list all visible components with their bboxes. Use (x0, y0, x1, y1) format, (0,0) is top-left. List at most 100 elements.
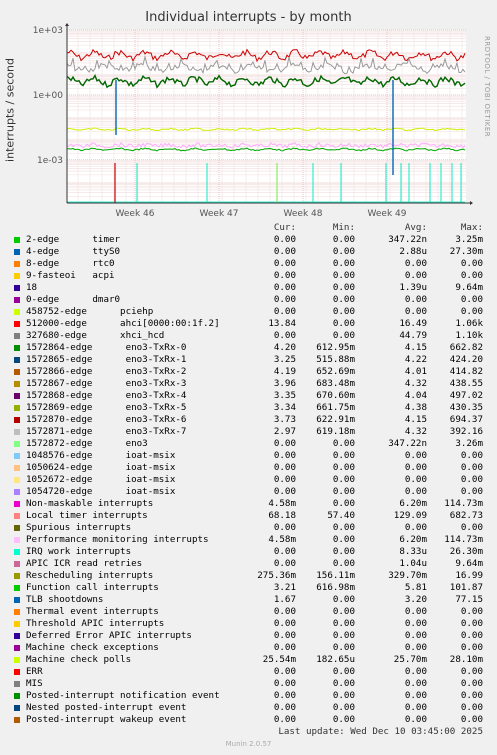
legend-avg-value: 8.33u (399, 546, 427, 557)
legend-min-value: 661.75m (316, 402, 355, 413)
legend-max-value: 0.00 (460, 690, 483, 701)
legend-avg-value: 4.15 (404, 342, 427, 353)
legend-swatch (14, 597, 20, 603)
legend-label: 18 (26, 282, 38, 293)
legend-label: 1572866-edge eno3-TxRx-2 (26, 366, 187, 377)
legend-swatch (14, 237, 20, 243)
legend-min-value: 0.00 (332, 462, 355, 473)
legend-swatch (14, 693, 20, 699)
legend-min-value: 652.69m (316, 366, 355, 377)
legend-cur-value: 0.00 (273, 270, 296, 281)
legend-cur-value: 0.00 (273, 714, 296, 725)
legend-max-value: 77.15 (455, 594, 483, 605)
legend-cur-value: 0.00 (273, 678, 296, 689)
legend-label: 2-edge timer (26, 234, 121, 245)
legend-max-value: 0.00 (460, 258, 483, 269)
legend-cur-value: 68.18 (268, 510, 296, 521)
legend-label: 1572864-edge eno3-TxRx-0 (26, 342, 187, 353)
legend-avg-value: 25.70m (393, 654, 427, 665)
legend-max-value: 682.73 (449, 510, 483, 521)
legend-max-value: 16.99 (455, 570, 483, 581)
legend-cur-value: 25.54m (262, 654, 296, 665)
legend-label: Machine check polls (26, 654, 132, 665)
legend-label: Posted-interrupt wakeup event (26, 714, 187, 725)
legend-max-value: 0.00 (460, 702, 483, 713)
legend-max-value: 3.25m (455, 234, 483, 245)
x-tick-label: Week 47 (200, 209, 239, 219)
legend-max-value: 114.73m (444, 534, 483, 545)
legend-min-value: 0.00 (332, 282, 355, 293)
legend-max-value: 1.10k (455, 330, 483, 341)
legend-cur-value: 0.00 (273, 606, 296, 617)
plot-background (67, 30, 466, 203)
legend-avg-value: 44.79 (399, 330, 427, 341)
legend-label: 1050624-edge ioat-msix (26, 462, 176, 473)
legend-min-value: 612.95m (316, 342, 355, 353)
legend-min-value: 619.18m (316, 426, 355, 437)
legend-min-value: 0.00 (332, 486, 355, 497)
legend-avg-value: 0.00 (404, 258, 427, 269)
legend-label: 512000-edge ahci[0000:00:1f.2] (26, 318, 220, 329)
legend-avg-value: 4.32 (404, 426, 427, 437)
legend-label: 1048576-edge ioat-msix (26, 450, 176, 461)
legend-min-value: 616.98m (316, 582, 355, 593)
legend-swatch (14, 441, 20, 447)
legend-label: Rescheduling interrupts (26, 570, 154, 581)
series-line (67, 48, 466, 63)
y-tick-label: 1e-03 (37, 156, 63, 166)
legend-min-value: 182.65u (316, 654, 355, 665)
legend-cur-value: 0.00 (273, 618, 296, 629)
legend-swatch (14, 621, 20, 627)
legend-swatch (14, 705, 20, 711)
legend-label: Local timer interrupts (26, 510, 148, 521)
legend-avg-value: 0.00 (404, 606, 427, 617)
legend-cur-value: 0.00 (273, 522, 296, 533)
legend-swatch (14, 261, 20, 267)
legend-max-value: 0.00 (460, 666, 483, 677)
legend-cur-value: 0.00 (273, 486, 296, 497)
legend-min-value: 0.00 (332, 438, 355, 449)
legend-cur-value: 0.00 (273, 438, 296, 449)
legend-cur-value: 0.00 (273, 306, 296, 317)
legend-swatch (14, 717, 20, 723)
legend-avg-value: 4.01 (404, 366, 427, 377)
legend-cur-value: 2.97 (273, 426, 296, 437)
legend-max-value: 0.00 (460, 306, 483, 317)
legend-max-value: 424.20 (449, 354, 483, 365)
legend-max-value: 0.00 (460, 630, 483, 641)
legend-avg-value: 0.00 (404, 666, 427, 677)
legend-avg-value: 129.09 (393, 510, 427, 521)
legend-swatch (14, 297, 20, 303)
legend-max-value: 3.26m (455, 438, 483, 449)
legend-label: IRQ work interrupts (26, 546, 132, 557)
legend-min-value: 683.48m (316, 378, 355, 389)
legend-swatch (14, 681, 20, 687)
legend-cur-value: 3.34 (273, 402, 296, 413)
legend-cur-value: 0.00 (273, 558, 296, 569)
legend-swatch (14, 405, 20, 411)
legend-min-value: 0.00 (332, 594, 355, 605)
legend-max-value: 694.37 (449, 414, 483, 425)
legend-swatch (14, 489, 20, 495)
legend-cur-value: 3.25 (273, 354, 296, 365)
legend-swatch (14, 645, 20, 651)
legend-cur-value: 4.58m (268, 534, 296, 545)
legend-max-value: 0.00 (460, 474, 483, 485)
legend-min-value: 0.00 (332, 690, 355, 701)
legend-swatch (14, 561, 20, 567)
legend-cur-value: 0.00 (273, 282, 296, 293)
legend-max-value: 101.87 (449, 582, 483, 593)
legend-label: Non-maskable interrupts (26, 498, 154, 509)
legend-avg-value: 3.20 (404, 594, 427, 605)
legend-min-value: 0.00 (332, 666, 355, 677)
legend-label: 1572868-edge eno3-TxRx-4 (26, 390, 187, 401)
legend-avg-value: 5.81 (404, 582, 427, 593)
legend-cur-value: 0.00 (273, 474, 296, 485)
legend-swatch (14, 501, 20, 507)
legend-max-value: 0.00 (460, 606, 483, 617)
legend-max-value: 0.00 (460, 618, 483, 629)
legend-cur-value: 1.67 (273, 594, 296, 605)
legend-min-value: 0.00 (332, 558, 355, 569)
series-line (67, 147, 466, 152)
legend-avg-value: 0.00 (404, 450, 427, 461)
